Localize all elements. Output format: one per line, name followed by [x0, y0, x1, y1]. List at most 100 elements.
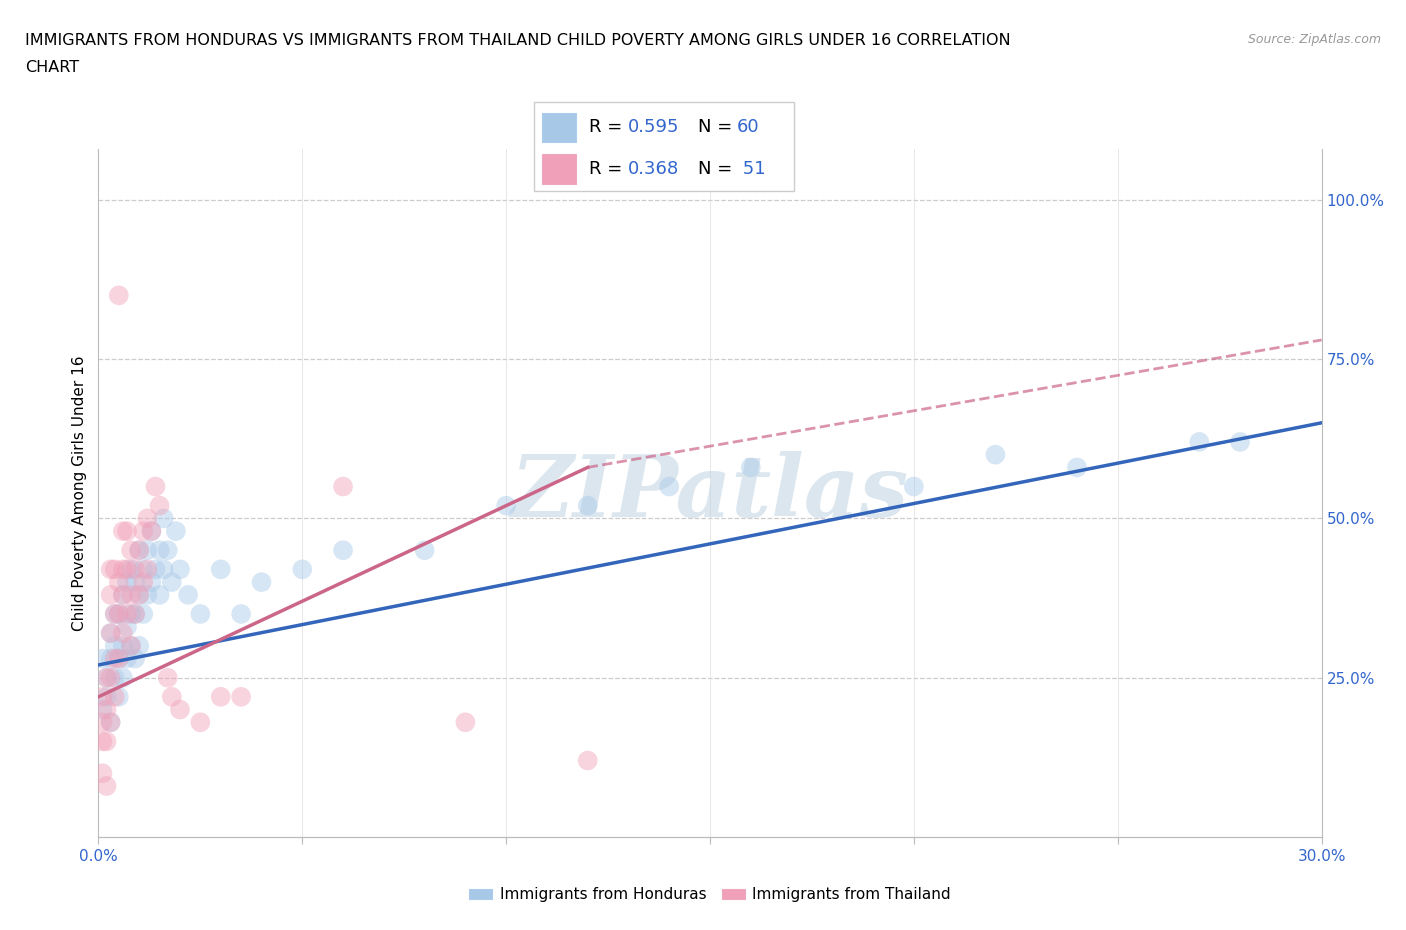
Point: [128, 543, 150, 558]
Point: [104, 689, 127, 704]
Point: [120, 562, 142, 577]
Point: [132, 524, 155, 538]
Point: [115, 562, 138, 577]
Point: [1188, 434, 1211, 449]
Point: [332, 543, 354, 558]
Point: [120, 638, 142, 653]
Point: [165, 524, 187, 538]
Point: [658, 479, 681, 494]
Point: [156, 543, 179, 558]
Point: [1066, 460, 1088, 475]
Point: [128, 638, 150, 653]
Point: [136, 511, 159, 525]
Point: [115, 651, 138, 666]
Text: N =: N =: [699, 160, 738, 178]
Point: [132, 562, 155, 577]
Point: [115, 524, 138, 538]
Point: [96, 689, 118, 704]
Point: [209, 689, 232, 704]
Point: [111, 588, 134, 603]
Point: [128, 588, 150, 603]
Point: [108, 689, 131, 704]
Point: [136, 588, 159, 603]
Point: [91, 765, 114, 780]
Point: [91, 651, 114, 666]
Point: [160, 575, 183, 590]
Point: [1229, 434, 1251, 449]
Y-axis label: Child Poverty Among Girls Under 16: Child Poverty Among Girls Under 16: [72, 355, 87, 631]
Point: [96, 778, 118, 793]
Point: [124, 562, 146, 577]
Point: [108, 651, 131, 666]
Point: [740, 460, 762, 475]
Point: [576, 753, 599, 768]
Point: [124, 651, 146, 666]
Point: [104, 606, 127, 621]
Point: [454, 715, 477, 730]
Point: [111, 524, 134, 538]
Point: [152, 511, 174, 525]
Point: [145, 562, 167, 577]
Point: [100, 626, 122, 641]
Point: [149, 543, 172, 558]
Point: [124, 575, 146, 590]
Point: [231, 606, 253, 621]
Point: [100, 715, 122, 730]
Point: [160, 689, 183, 704]
Point: [120, 543, 142, 558]
Point: [100, 562, 122, 577]
Point: [149, 588, 172, 603]
Point: [291, 562, 314, 577]
Point: [149, 498, 172, 513]
Point: [91, 702, 114, 717]
FancyBboxPatch shape: [543, 113, 576, 142]
Text: CHART: CHART: [25, 60, 79, 75]
Point: [141, 575, 163, 590]
Text: IMMIGRANTS FROM HONDURAS VS IMMIGRANTS FROM THAILAND CHILD POVERTY AMONG GIRLS U: IMMIGRANTS FROM HONDURAS VS IMMIGRANTS F…: [25, 33, 1011, 47]
Point: [108, 606, 131, 621]
Point: [120, 638, 142, 653]
Point: [100, 626, 122, 641]
Legend: Immigrants from Honduras, Immigrants from Thailand: Immigrants from Honduras, Immigrants fro…: [463, 882, 957, 909]
Point: [132, 606, 155, 621]
Point: [96, 734, 118, 749]
Point: [136, 543, 159, 558]
Point: [104, 638, 127, 653]
Point: [111, 588, 134, 603]
Point: [177, 588, 200, 603]
Text: 0.595: 0.595: [628, 118, 679, 136]
Point: [100, 715, 122, 730]
FancyBboxPatch shape: [534, 102, 794, 191]
Point: [903, 479, 925, 494]
Point: [124, 606, 146, 621]
Point: [100, 651, 122, 666]
Point: [141, 524, 163, 538]
Point: [188, 606, 212, 621]
Point: [111, 671, 134, 685]
Point: [250, 575, 273, 590]
Point: [100, 671, 122, 685]
Point: [91, 689, 114, 704]
Point: [108, 575, 131, 590]
Point: [104, 606, 127, 621]
Point: [984, 447, 1007, 462]
Text: 60: 60: [737, 118, 759, 136]
Point: [111, 638, 134, 653]
Point: [108, 606, 131, 621]
Text: 0.368: 0.368: [628, 160, 679, 178]
Point: [104, 651, 127, 666]
Point: [111, 626, 134, 641]
Point: [145, 479, 167, 494]
Point: [115, 575, 138, 590]
Point: [495, 498, 517, 513]
Point: [115, 606, 138, 621]
Point: [104, 671, 127, 685]
Point: [104, 562, 127, 577]
Text: N =: N =: [699, 118, 738, 136]
Text: 51: 51: [737, 160, 766, 178]
Point: [124, 606, 146, 621]
Point: [108, 288, 131, 303]
Point: [96, 671, 118, 685]
Point: [120, 588, 142, 603]
Point: [128, 588, 150, 603]
